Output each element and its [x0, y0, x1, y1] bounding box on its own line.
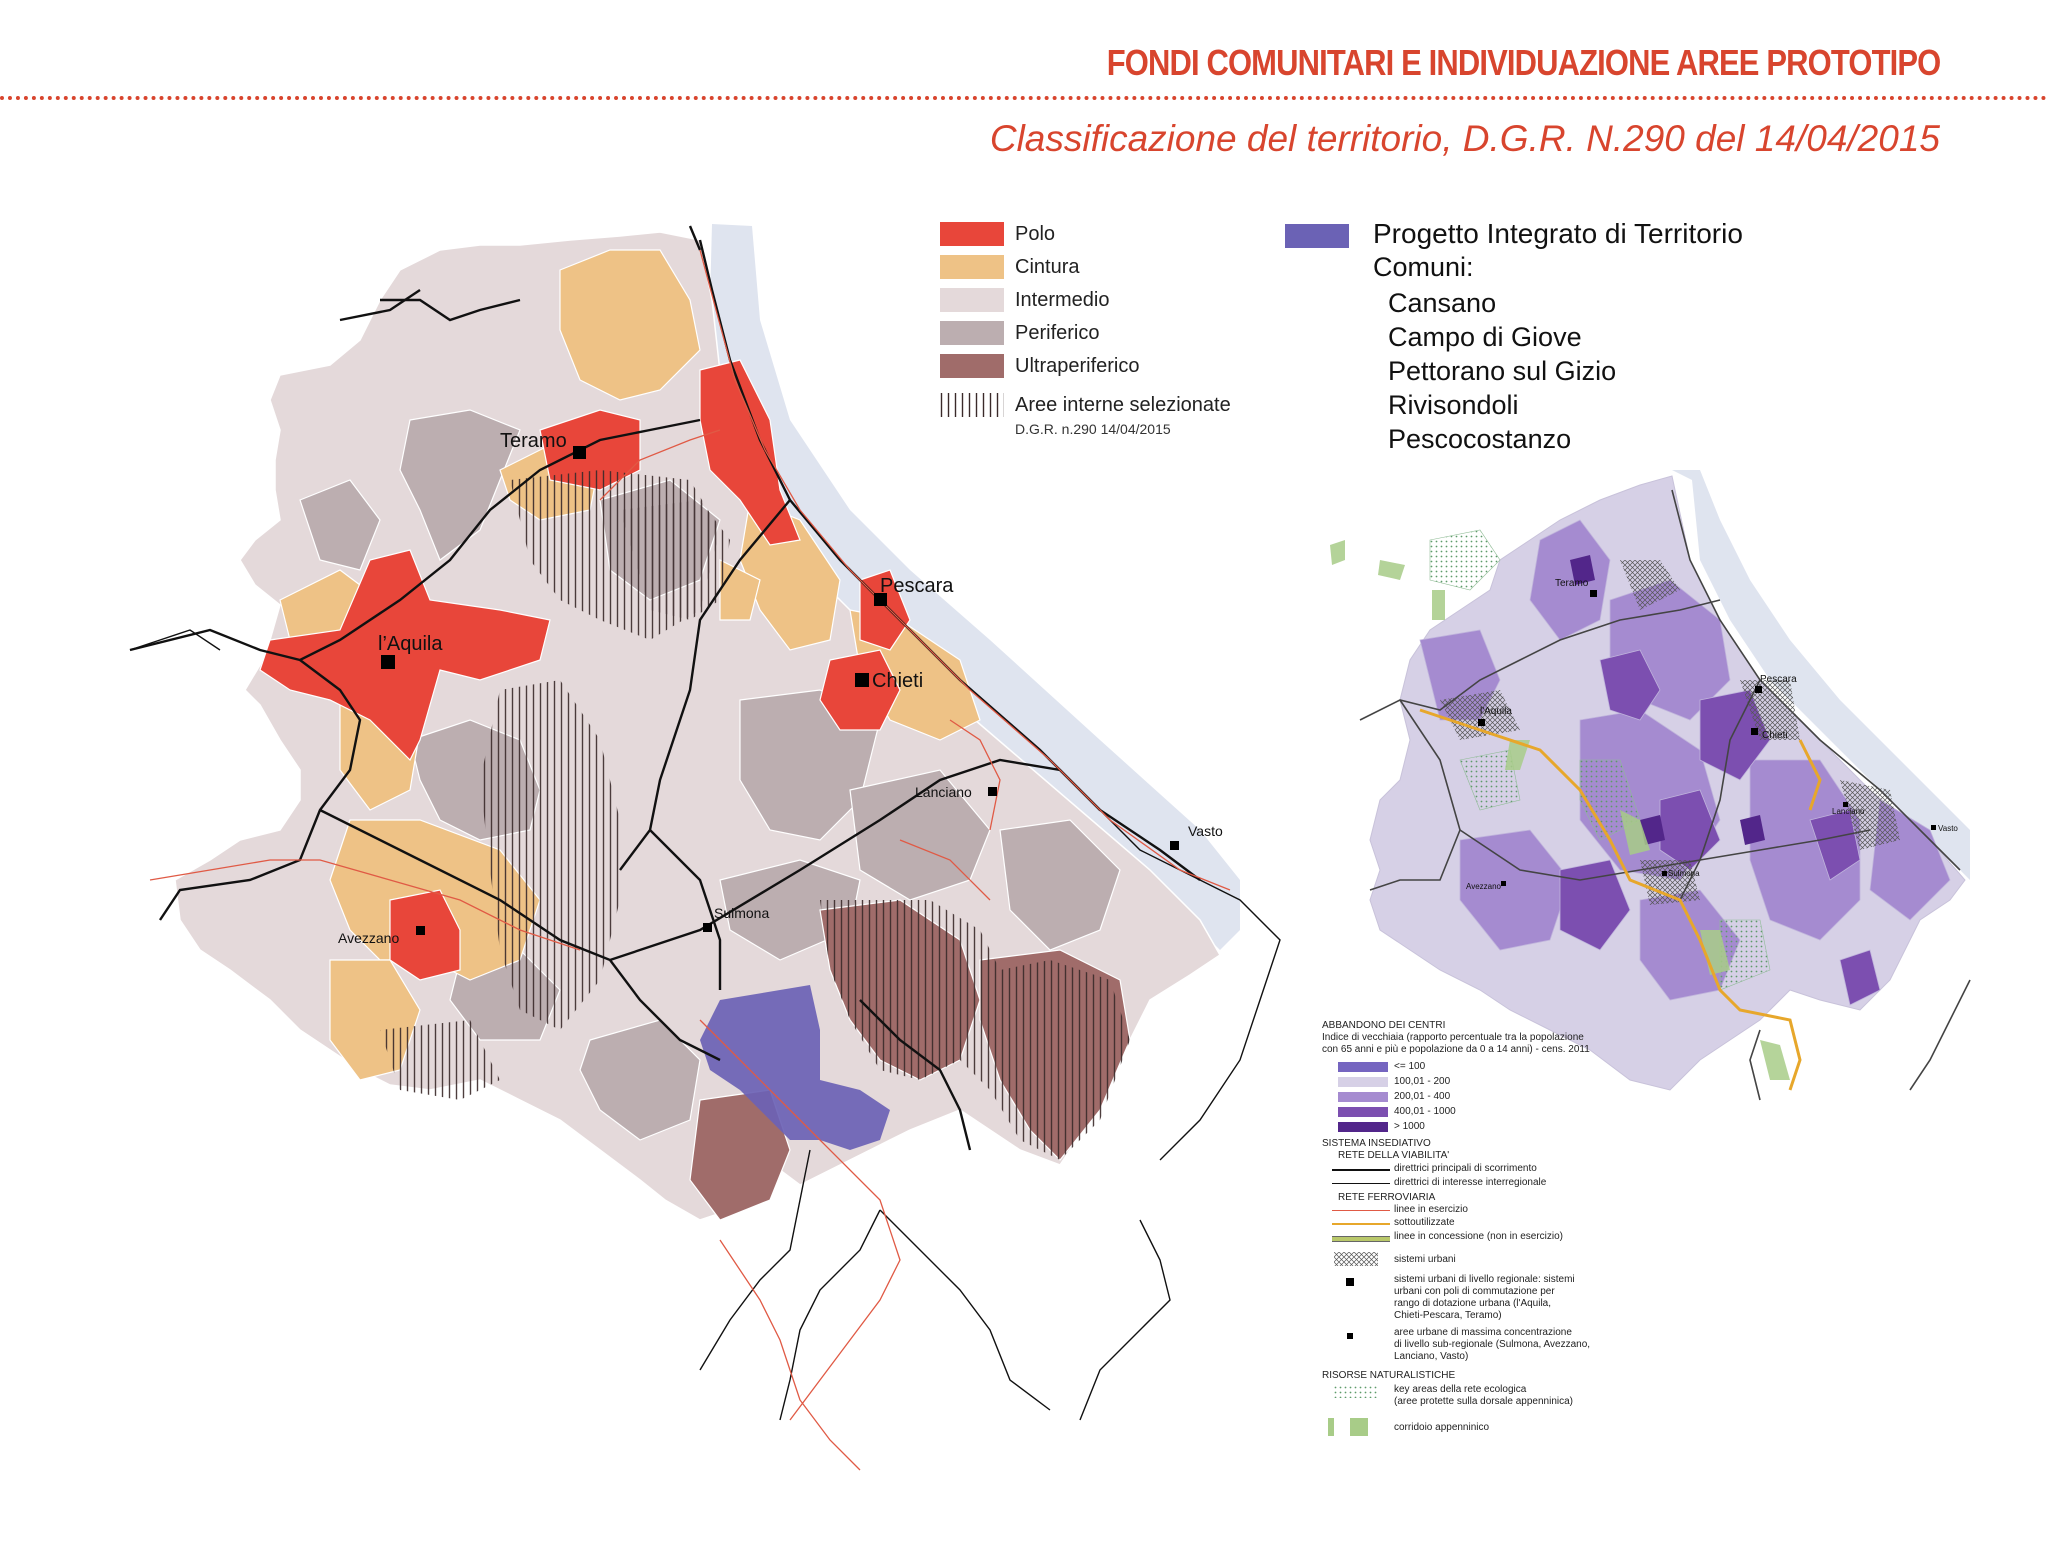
city-label-lanciano: Lanciano: [915, 784, 972, 800]
small-city-pescara: Pescara: [1760, 674, 1797, 685]
ferrovia-line-1: [1332, 1210, 1390, 1211]
pit-swatch: [1285, 224, 1349, 248]
pit-comune: Pescocostanzo: [1388, 424, 1572, 454]
class-label-4: 400,01 - 1000: [1394, 1106, 1456, 1117]
legend-label-polo: Polo: [1015, 223, 1056, 245]
viabilita-label-2: direttrici di interesse interregionale: [1394, 1177, 1547, 1188]
small-city-vasto: Vasto: [1938, 824, 1958, 833]
ferrovia-label-1: linee in esercizio: [1394, 1204, 1468, 1215]
regionali-label-1: sistemi urbani di livello regionale: sis…: [1394, 1274, 1575, 1285]
small-city-teramo: Teramo: [1555, 578, 1589, 589]
subreg-label-1: aree urbane di massima concentrazione: [1394, 1327, 1572, 1338]
city-labels-main: Teramo l’Aquila Pescara Chieti Lanciano …: [338, 430, 1223, 946]
pit-comune: Rivisondoli: [1388, 390, 1519, 420]
sistemi-urbani-swatch: [1334, 1252, 1378, 1266]
class-label-3: 200,01 - 400: [1394, 1091, 1451, 1102]
viabilita-line-2: [1332, 1183, 1390, 1184]
small-city-chieti: Chieti: [1762, 730, 1788, 741]
class-swatch-1: [1338, 1062, 1388, 1072]
abbandono-desc-2: con 65 anni e più e popolazione da 0 a 1…: [1322, 1044, 1590, 1055]
sistemi-urbani-label: sistemi urbani: [1394, 1254, 1456, 1265]
legend-swatch-periferico: [940, 321, 1004, 345]
legend-swatch-hatch: [940, 393, 1004, 417]
subreg-label-2: di livello sub-regionale (Sulmona, Avezz…: [1394, 1339, 1591, 1350]
city-markers-main: [381, 446, 1179, 935]
small-city-lanciano: Lanciano: [1832, 807, 1865, 816]
secondary-roads: [129, 629, 1281, 1421]
risorse-title: RISORSE NATURALISTICHE: [1322, 1370, 1456, 1381]
regionali-label-3: rango di dotazione urbana (l'Aquila,: [1394, 1298, 1552, 1309]
regionali-label-2: urbani con poli di commutazione per: [1394, 1286, 1555, 1297]
legend-swatch-ultraperiferico: [940, 354, 1004, 378]
small-map: Teramo l'Aquila Pescara Chieti Lanciano …: [1330, 470, 1971, 1101]
small-city-avezzano: Avezzano: [1466, 882, 1502, 891]
legend-swatch-cintura: [940, 255, 1004, 279]
legend-swatch-polo: [940, 222, 1004, 246]
class-swatch-5: [1338, 1122, 1388, 1132]
header-dotted-rule: [0, 96, 2048, 100]
class-swatch-2: [1338, 1077, 1388, 1087]
class-label-5: > 1000: [1394, 1121, 1425, 1132]
legend-label-cintura: Cintura: [1015, 256, 1080, 278]
ferrovia-label-3: linee in concessione (non in esercizio): [1394, 1231, 1563, 1242]
regionali-marker: [1346, 1278, 1354, 1286]
city-label-pescara: Pescara: [880, 575, 954, 597]
pit-comune: Cansano: [1388, 288, 1497, 318]
page-subtitle: Classificazione del territorio, D.G.R. N…: [989, 118, 1940, 159]
subreg-label-3: Lanciano, Vasto): [1394, 1351, 1469, 1362]
pit-comune: Pettorano sul Gizio: [1388, 356, 1617, 386]
abbandono-title: ABBANDONO DEI CENTRI: [1322, 1020, 1446, 1031]
ferrovia-line-2: [1332, 1223, 1390, 1225]
page-title: FONDI COMUNITARI E INDIVIDUAZIONE AREE P…: [1106, 42, 1941, 83]
legend-label-ultraperiferico: Ultraperiferico: [1015, 355, 1140, 377]
legend-swatch-intermedio: [940, 288, 1004, 312]
key-areas-swatch: [1334, 1386, 1378, 1398]
legend-label-aree-interne: Aree interne selezionate: [1015, 394, 1231, 416]
legend-label-periferico: Periferico: [1015, 322, 1100, 344]
pit-area: [700, 985, 890, 1150]
viabilita-title: RETE DELLA VIABILITA': [1338, 1150, 1450, 1161]
corridoio-label: corridoio appenninico: [1394, 1422, 1490, 1433]
abbandono-desc-1: Indice di vecchiaia (rapporto percentual…: [1322, 1032, 1584, 1043]
sistema-title: SISTEMA INSEDIATIVO: [1322, 1138, 1431, 1149]
pit-title: Progetto Integrato di Territorio: [1373, 218, 1743, 249]
legend-label-intermedio: Intermedio: [1015, 289, 1110, 311]
pit-comuni-label: Comuni:: [1373, 252, 1474, 282]
ferrovia-line-3: [1332, 1236, 1390, 1242]
city-label-chieti: Chieti: [872, 670, 923, 692]
city-label-laquila: l’Aquila: [378, 633, 443, 655]
pit-comune: Campo di Giove: [1388, 322, 1582, 352]
city-label-avezzano: Avezzano: [338, 930, 399, 946]
corridoio-swatch-large: [1350, 1418, 1368, 1436]
key-areas-label-1: key areas della rete ecologica: [1394, 1384, 1527, 1395]
viabilita-line-1: [1332, 1169, 1390, 1171]
city-label-teramo: Teramo: [500, 430, 567, 452]
adriatic-sea: [710, 224, 1240, 950]
class-swatch-4: [1338, 1107, 1388, 1117]
small-city-laquila: l'Aquila: [1480, 706, 1512, 717]
key-areas-label-2: (aree protette sulla dorsale appenninica…: [1394, 1396, 1573, 1407]
class-label-2: 100,01 - 200: [1394, 1076, 1451, 1087]
pit-comuni-list: Cansano Campo di Giove Pettorano sul Giz…: [1388, 286, 1616, 456]
viabilita-label-1: direttrici principali di scorrimento: [1394, 1163, 1537, 1174]
small-city-sulmona: Sulmona: [1668, 869, 1700, 878]
regionali-label-4: Chieti-Pescara, Teramo): [1394, 1310, 1502, 1321]
class-swatch-3: [1338, 1092, 1388, 1102]
legend-sub-dgr: D.G.R. n.290 14/04/2015: [1015, 421, 1171, 437]
ferrovia-label-2: sottoutilizzate: [1394, 1217, 1455, 1228]
city-label-sulmona: Sulmona: [714, 905, 769, 921]
city-label-vasto: Vasto: [1188, 823, 1223, 839]
class-label-1: <= 100: [1394, 1061, 1426, 1072]
ferrovia-title: RETE FERROVIARIA: [1338, 1192, 1436, 1203]
subreg-marker: [1347, 1333, 1353, 1339]
corridoio-swatch-small: [1328, 1418, 1334, 1436]
aree-interne-hatch: [380, 470, 1130, 1160]
